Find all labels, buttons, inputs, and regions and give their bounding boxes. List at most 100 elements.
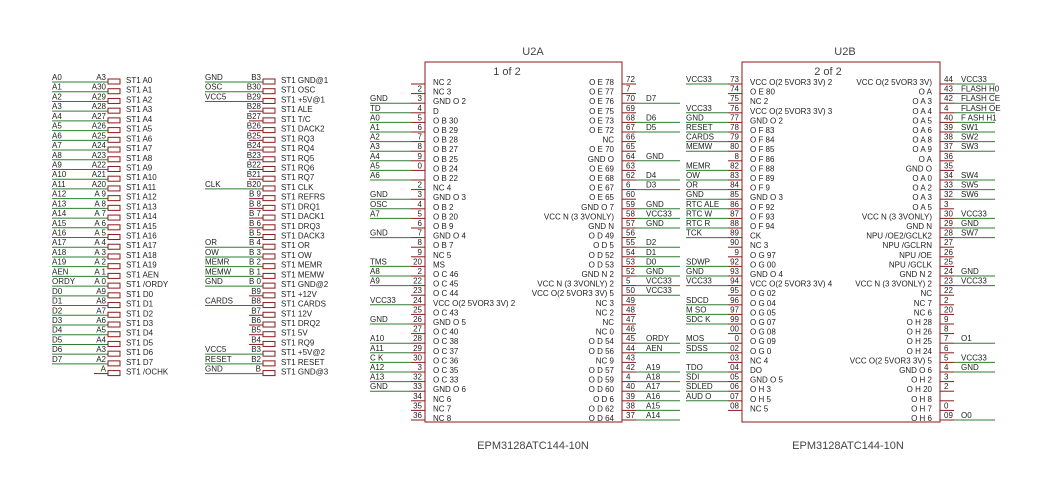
- net-label: MOS: [686, 334, 704, 343]
- pin-name: O E 72: [589, 126, 614, 135]
- net-label: GND: [205, 73, 223, 82]
- signal-label: ST1 DACK2: [281, 125, 325, 134]
- pin-number: 3: [944, 373, 949, 382]
- pin-number: 36: [944, 152, 953, 161]
- signal-label: ST1 ALE: [281, 105, 313, 114]
- pin-number: 20: [944, 305, 953, 314]
- connector-pin: [262, 331, 276, 338]
- pin-name: O B 7: [433, 241, 454, 250]
- connector-pin: [262, 263, 276, 270]
- connector-pin: [107, 311, 121, 318]
- net-label: D3: [52, 316, 63, 325]
- pin-label: A 1: [94, 267, 106, 276]
- pin-number: 78: [730, 123, 739, 132]
- pin-number: 8: [418, 142, 423, 151]
- pin-name: NPU /OE2/GCLK2: [866, 232, 932, 241]
- net-label: GND: [646, 200, 664, 209]
- signal-label: ST1 /OCHK: [126, 368, 169, 377]
- pin-name: O E 75: [589, 107, 614, 116]
- connector-pin: [262, 302, 276, 309]
- pin-number: 53: [626, 257, 635, 266]
- signal-label: ST1 CARDS: [281, 300, 326, 309]
- signal-label: ST1 MEMW: [281, 270, 325, 279]
- pin-number: 7: [418, 229, 423, 238]
- pin-number: 4: [418, 104, 423, 113]
- net-label: FLASH OE: [961, 104, 1001, 113]
- net-label: SDSS: [686, 344, 708, 353]
- signal-label: ST1 A18: [126, 251, 157, 260]
- pin-number: 22: [944, 286, 953, 295]
- pin-name: NC: [602, 318, 614, 327]
- pin-name: O D 62: [589, 404, 615, 413]
- signal-label: ST1 DRQ1: [281, 202, 321, 211]
- pin-number: 5: [944, 353, 949, 362]
- pin-number: 24: [944, 267, 953, 276]
- connector-pin: [262, 272, 276, 279]
- net-label: RTC R: [686, 219, 711, 228]
- pin-number: 03: [730, 353, 739, 362]
- net-label: A7: [370, 209, 380, 218]
- signal-label: ST1 A3: [126, 105, 153, 114]
- connector-pin: [107, 282, 121, 289]
- pin-name: O D 59: [589, 376, 615, 385]
- net-label: AUD O: [686, 392, 711, 401]
- signal-label: ST1 5V: [281, 329, 308, 338]
- pin-label: A8: [96, 297, 106, 306]
- net-label: FLASH CE: [961, 94, 1000, 103]
- pin-label: A2: [96, 355, 106, 364]
- net-label: RESET: [686, 123, 713, 132]
- signal-label: ST1 RQ3: [281, 134, 315, 143]
- pin-number: 62: [626, 171, 635, 180]
- pin-name: O C 37: [433, 347, 459, 356]
- connector-pin: [262, 117, 276, 124]
- net-label: SW1: [961, 123, 979, 132]
- pin-name: O D 49: [589, 232, 615, 241]
- pin-number: 27: [944, 238, 953, 247]
- signal-label: ST1 A12: [126, 193, 157, 202]
- net-label: A8: [52, 151, 62, 160]
- pin-number: 04: [730, 363, 739, 372]
- net-label: MEMR: [205, 258, 230, 267]
- pin-number: 9: [418, 152, 423, 161]
- pin-name: O E 73: [589, 116, 614, 125]
- pin-name: O G 07: [750, 318, 776, 327]
- net-label: D6: [646, 113, 657, 122]
- pin-name: O C 38: [433, 337, 459, 346]
- net-label: GND: [646, 219, 664, 228]
- pin-number: 26: [413, 315, 422, 324]
- pin-label: B 0: [249, 277, 262, 286]
- net-label: D6: [52, 345, 63, 354]
- pin-name: O B 22: [433, 174, 458, 183]
- net-label: A3: [370, 142, 380, 151]
- pin-name: O B 28: [433, 136, 458, 145]
- pin-name: O E 70: [589, 145, 614, 154]
- net-label: A11: [52, 180, 66, 189]
- signal-label: ST1 A5: [126, 125, 153, 134]
- net-label: SDI: [686, 373, 699, 382]
- net-label: CARDS: [686, 133, 714, 142]
- net-label: VCC33: [646, 277, 672, 286]
- pin-name: NC 3: [433, 88, 452, 97]
- pin-label: A21: [92, 170, 107, 179]
- pin-label: A 3: [94, 248, 106, 257]
- pin-name: O C 33: [433, 376, 459, 385]
- pin-number: 38: [944, 133, 953, 142]
- net-label: SDCD: [686, 296, 709, 305]
- pin-label: B28: [247, 102, 262, 111]
- pin-number: 05: [730, 373, 739, 382]
- signal-label: ST1 D6: [126, 348, 154, 357]
- signal-label: ST1 A13: [126, 202, 157, 211]
- net-label: D2: [52, 306, 63, 315]
- net-label: OR: [686, 181, 698, 190]
- connector-pin: [107, 97, 121, 104]
- pin-label: B3: [251, 73, 261, 82]
- pin-name: NC: [602, 136, 614, 145]
- pin-label: B 2: [249, 258, 262, 267]
- pin-number: 47: [626, 315, 635, 324]
- pin-number: 09: [944, 411, 953, 420]
- u2b-title: U2B: [834, 46, 855, 58]
- pin-name: O H 5: [750, 395, 771, 404]
- pin-name: O A: [919, 88, 933, 97]
- pin-number: 80: [730, 142, 739, 151]
- pin-number: 82: [730, 161, 739, 170]
